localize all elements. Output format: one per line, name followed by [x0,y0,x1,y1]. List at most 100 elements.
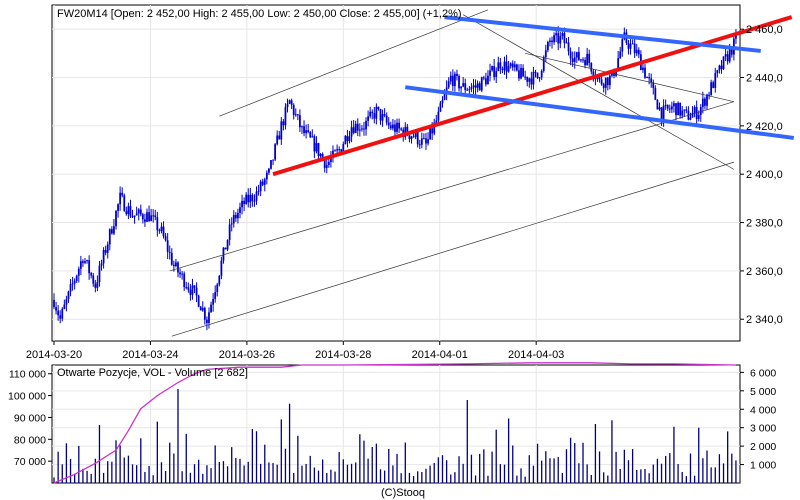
price-candle [635,43,638,57]
price-candle [722,56,725,70]
price-candle [119,186,122,211]
price-candle [191,278,194,300]
price-candle [253,194,256,207]
price-y-tick-label: 2 440,0 [746,73,783,85]
price-candle [377,106,380,111]
price-candle [230,217,233,232]
date-tick-label: 2014-03-24 [122,349,178,361]
price-candle [468,85,471,95]
price-candle [115,209,117,230]
price-candle [586,47,589,66]
price-candle [282,118,285,131]
price-candle [398,118,400,134]
price-candle [668,104,671,114]
price-candle [551,36,553,49]
price-candle [75,274,78,283]
price-candle [206,316,208,331]
price-candle [195,282,198,303]
open-interest-tick-label: 110 000 [9,369,46,381]
price-candle [629,39,632,55]
price-candle [284,103,287,130]
price-candle [706,93,708,111]
price-candle [441,96,444,108]
price-candle [627,39,630,55]
price-candle [61,307,64,322]
price-candle [569,47,572,66]
price-candle [154,209,157,221]
channel-line [525,53,734,103]
price-candle [458,74,460,92]
volume-axis: 1 000 2 000 3 000 4 000 5 000 6 000 [740,367,776,472]
price-candle [712,80,715,89]
price-candle [315,136,318,154]
price-candle [476,80,479,93]
price-candle [420,132,423,149]
price-candle [67,290,70,303]
volume-tick-label: 1 000 [750,460,776,472]
price-candle [501,66,504,74]
price-candle [261,178,264,187]
price-candle [532,67,535,90]
price-candle [474,79,477,95]
price-candle [96,275,99,292]
price-candle [234,212,237,222]
price-candle [656,99,659,110]
price-candle [367,110,370,127]
price-candle [392,118,394,131]
price-candle [546,40,549,53]
price-candle [681,105,684,119]
price-candle [152,209,155,223]
price-candle [348,130,351,144]
price-candle [63,299,66,310]
price-candle [57,305,60,321]
price-gridlines [52,5,740,341]
volume-tick-label: 5 000 [750,386,776,398]
price-candle [294,108,297,117]
price-candle [410,135,413,144]
price-candle [534,69,537,78]
price-candle [104,245,107,256]
price-candle [208,307,210,329]
date-tick-label: 2014-03-28 [315,349,371,361]
price-candle [210,301,212,313]
price-candle [549,37,551,47]
price-candle [385,112,388,126]
blue-trend-line [444,15,761,53]
price-candle [102,247,105,269]
price-candle [133,215,136,224]
price-candle [77,266,80,283]
open-interest-series [53,362,736,484]
price-candle [491,65,493,72]
price-candle [228,218,231,246]
price-candle [307,123,310,134]
price-candle [489,63,491,82]
price-candle [268,167,270,175]
price-candle [79,255,82,276]
price-candle [470,83,473,93]
volume-gridlines [52,365,740,483]
price-candle [503,56,506,75]
price-candle [544,44,547,63]
channel-line [219,9,489,117]
price-candle [642,64,644,73]
open-interest-tick-label: 80 000 [14,434,46,446]
price-y-tick-label: 2 340,0 [746,314,783,326]
price-candle [735,29,737,44]
volume-chart-title: Otwarte Pozycje, VOL - Volume [2 682] [57,367,248,379]
price-candle [652,79,655,95]
date-x-axis: 2014-03-20 2014-03-24 2014-03-26 2014-03-28… [26,341,564,361]
price-candle [220,256,223,280]
price-candle [224,247,227,250]
price-candle [691,106,694,118]
price-candle [389,121,392,131]
open-interest-tick-label: 70 000 [14,456,46,468]
price-candle [677,101,679,116]
price-candle [292,103,295,120]
price-candle [82,259,84,267]
price-candle [239,202,241,219]
price-candle [197,294,200,308]
price-candle [699,104,702,122]
price-candle [701,91,704,114]
price-candle [100,259,103,271]
price-candle [714,67,717,93]
